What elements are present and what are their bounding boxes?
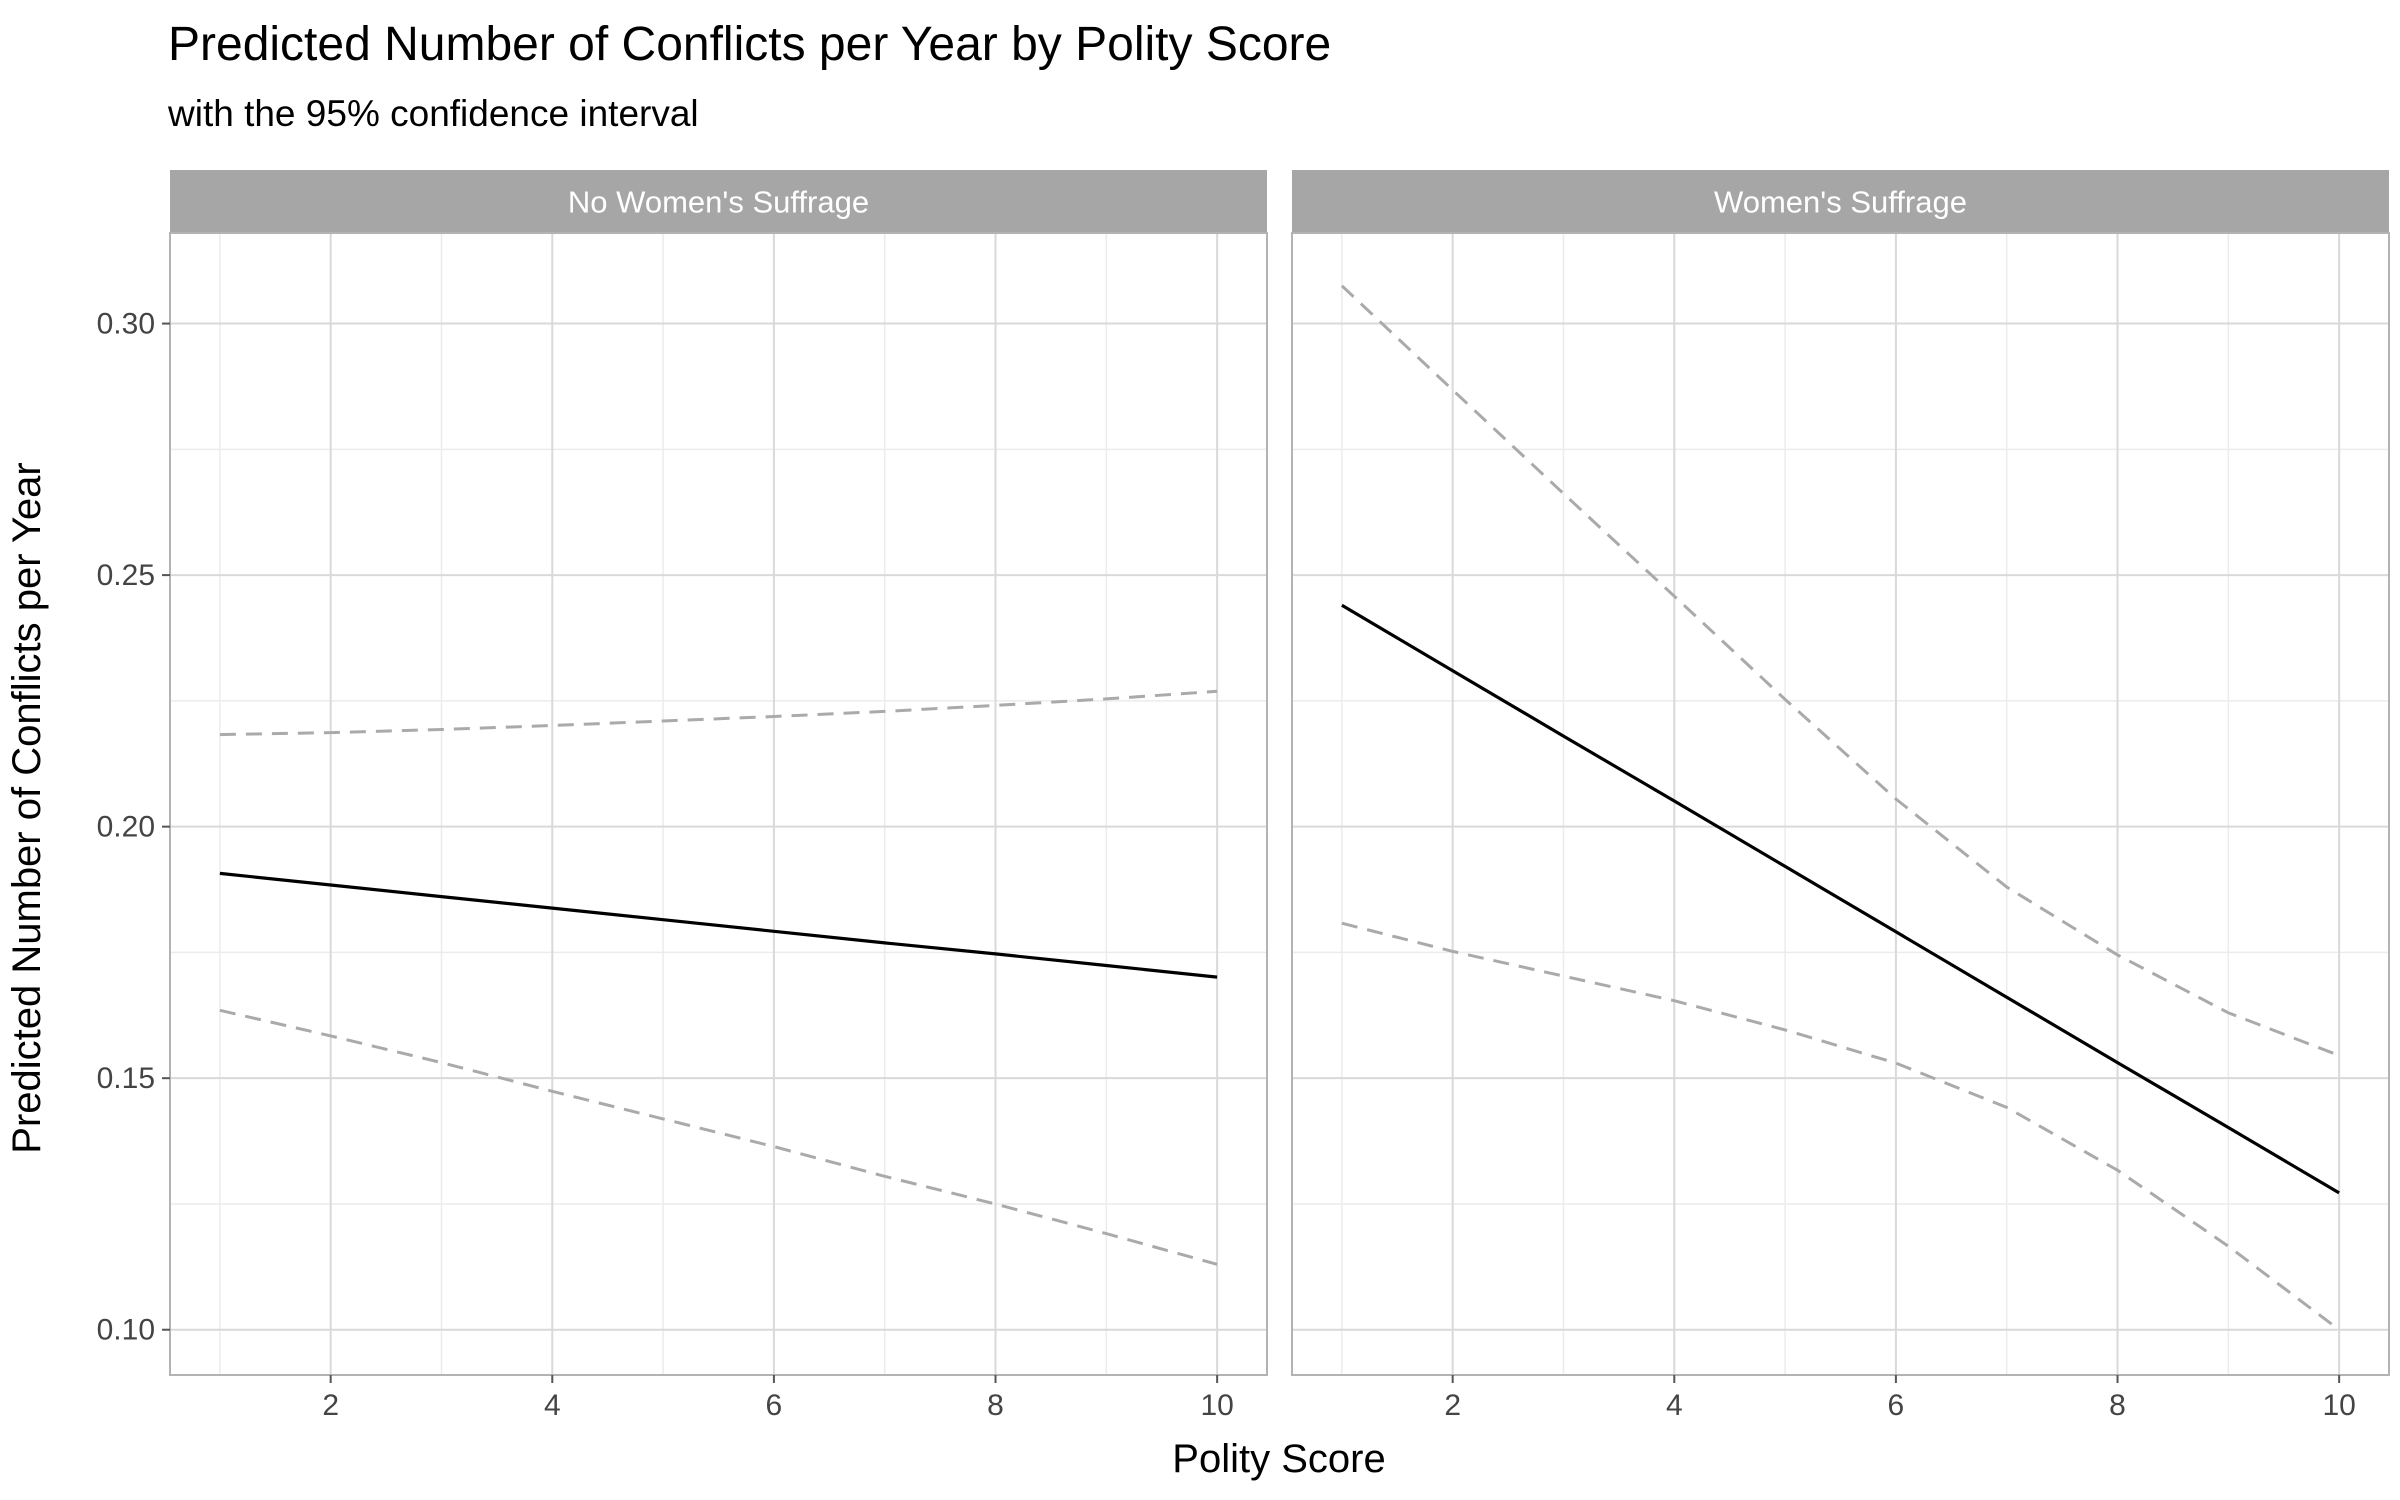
y-tick-label: 0.30: [97, 308, 155, 341]
chart-title: Predicted Number of Conflicts per Year b…: [168, 18, 1331, 71]
facet-strip: [1292, 170, 2389, 233]
facet-strip-label: Women's Suffrage: [1714, 185, 1967, 220]
y-tick-label: 0.15: [97, 1062, 155, 1095]
x-tick-label: 8: [987, 1389, 1004, 1422]
y-tick-label: 0.10: [97, 1314, 155, 1347]
x-tick-label: 6: [1888, 1389, 1905, 1422]
x-tick-label: 6: [766, 1389, 783, 1422]
x-axis-title: Polity Score: [1172, 1437, 1385, 1481]
x-tick-label: 8: [2109, 1389, 2126, 1422]
ci-upper-line: [219, 689, 1218, 737]
x-tick-label: 2: [322, 1389, 339, 1422]
x-tick-label: 4: [544, 1389, 561, 1422]
facet-strip-label: No Women's Suffrage: [568, 185, 869, 220]
estimate-line: [219, 871, 1218, 979]
panels: 0.10 0.15 0.20 0.25 0.30 No Women's Suffrage 2…: [97, 170, 2390, 1422]
facet-panel: No Women's Suffrage 2 4 6 8 10: [169, 170, 1268, 1422]
x-tick-label: 4: [1666, 1389, 1683, 1422]
facet-strip: [170, 170, 1267, 233]
y-axis-title: Predicted Number of Conflicts per Year: [5, 462, 49, 1153]
x-tick-label: 10: [2322, 1389, 2355, 1422]
y-tick-label: 0.20: [97, 811, 155, 844]
ci-lower-line: [1341, 921, 2341, 1331]
ci-lower-line: [219, 1008, 1218, 1266]
facet-panel: Women's Suffrage 2 4 6 8 10: [1291, 170, 2390, 1422]
estimate-line: [1341, 603, 2340, 1195]
x-tick-label: 10: [1200, 1389, 1233, 1422]
y-tick-label: 0.25: [97, 559, 155, 592]
panel-border: [169, 232, 1268, 1376]
x-tick-label: 2: [1444, 1389, 1461, 1422]
chart-subtitle: with the 95% confidence interval: [167, 93, 699, 134]
panel-border: [1291, 232, 2390, 1376]
ci-upper-line: [1340, 284, 2340, 1057]
